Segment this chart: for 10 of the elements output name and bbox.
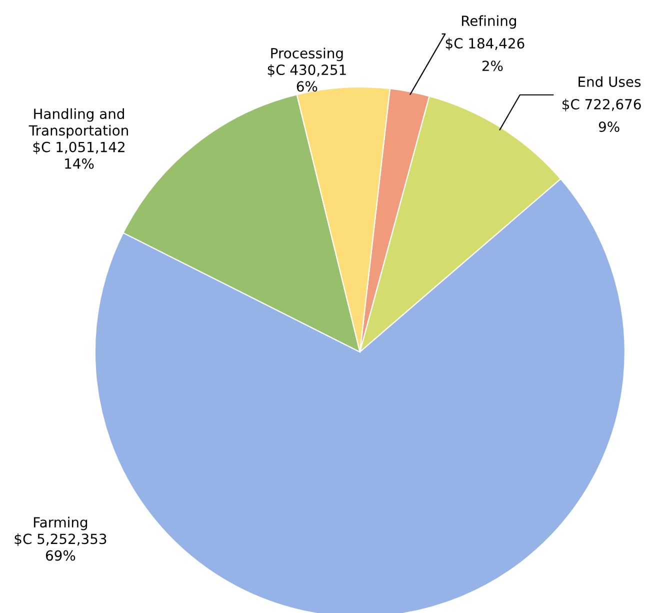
data-label: $C 184,426 2% (446, 38, 524, 72)
slice-label: Processing (271, 48, 343, 62)
slice-label: Refining (462, 15, 516, 29)
data-label: $C 722,676 9% (562, 98, 641, 132)
slice-label: End Uses (578, 76, 641, 87)
data-label: $C 1,051,142 14% (33, 142, 124, 169)
slice-label: Farming (34, 516, 88, 530)
slice-label: Handling and Transportation (28, 108, 128, 138)
data-label: $C 5,252,353 69% (14, 533, 106, 561)
data-label: $C 430,251 6% (268, 64, 346, 92)
